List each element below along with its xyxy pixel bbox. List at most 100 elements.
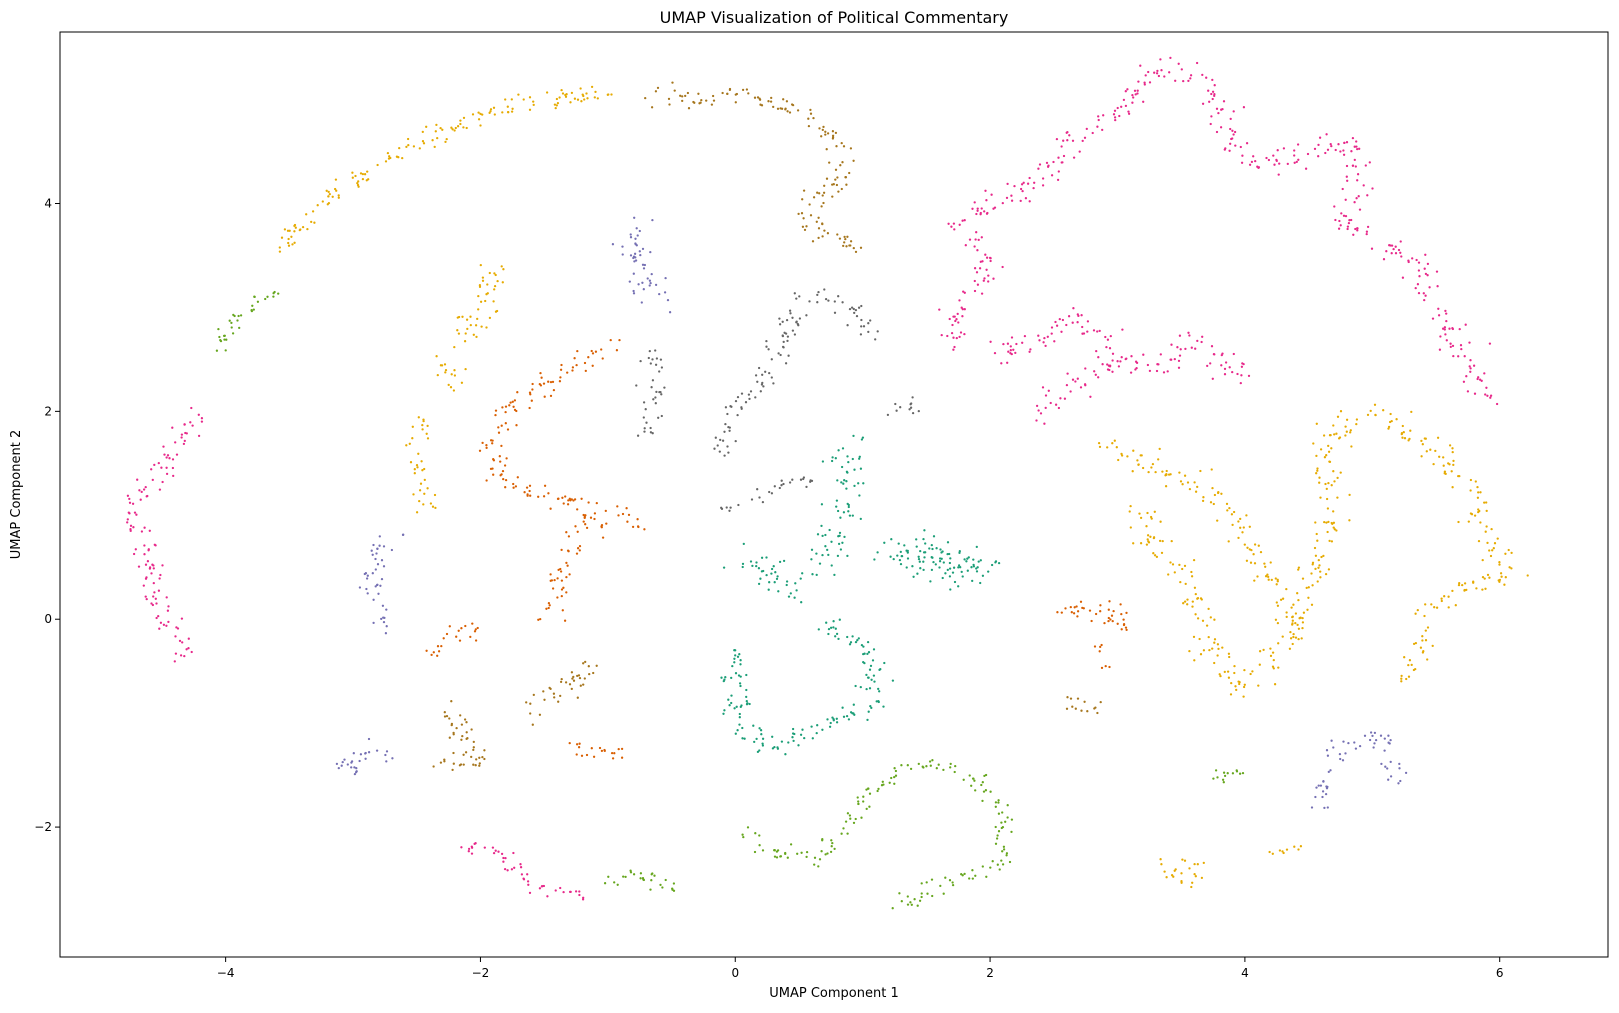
scatter-point <box>1339 410 1343 413</box>
scatter-point <box>1146 511 1149 515</box>
scatter-point <box>1481 588 1484 591</box>
scatter-point <box>1127 112 1131 115</box>
scatter-point <box>1294 612 1298 615</box>
scatter-point <box>1314 795 1317 799</box>
scatter-point <box>514 485 518 488</box>
scatter-point <box>974 874 977 877</box>
scatter-point <box>1179 480 1183 483</box>
scatter-point <box>952 348 955 351</box>
scatter-point <box>726 92 729 96</box>
scatter-point <box>605 522 608 525</box>
scatter-point <box>726 412 729 416</box>
scatter-point <box>1382 258 1386 261</box>
scatter-point <box>1387 427 1390 430</box>
scatter-point <box>737 674 741 677</box>
scatter-point <box>1137 463 1140 466</box>
scatter-point <box>337 196 340 199</box>
scatter-point <box>745 695 748 699</box>
scatter-point <box>831 456 834 459</box>
scatter-point <box>842 482 845 485</box>
scatter-point <box>1473 392 1477 395</box>
scatter-point <box>1269 647 1272 650</box>
scatter-point <box>1242 526 1245 529</box>
scatter-point <box>173 660 176 663</box>
scatter-point <box>474 639 478 642</box>
scatter-point <box>1450 470 1453 473</box>
scatter-point <box>786 856 789 859</box>
scatter-point <box>1275 601 1278 604</box>
scatter-point <box>1142 100 1145 103</box>
scatter-point <box>872 648 876 651</box>
scatter-point <box>1062 154 1066 158</box>
scatter-point <box>228 319 231 322</box>
scatter-point <box>1182 79 1185 83</box>
scatter-point <box>545 607 548 610</box>
scatter-point <box>878 690 881 693</box>
scatter-point <box>822 191 826 194</box>
scatter-point <box>1015 342 1018 346</box>
scatter-point <box>1217 111 1220 115</box>
scatter-point <box>555 104 558 107</box>
scatter-point <box>1242 106 1246 109</box>
scatter-point <box>340 764 343 767</box>
scatter-point <box>556 101 560 105</box>
scatter-point <box>1345 430 1348 433</box>
scatter-point <box>686 91 690 95</box>
scatter-point <box>493 113 496 116</box>
scatter-point <box>1488 576 1491 579</box>
scatter-point <box>741 88 745 92</box>
scatter-point <box>1474 480 1477 483</box>
scatter-point <box>1452 459 1455 463</box>
scatter-point <box>803 228 807 232</box>
scatter-point <box>1210 92 1213 96</box>
scatter-point <box>1183 564 1187 568</box>
scatter-point <box>1354 165 1357 168</box>
scatter-point <box>1263 562 1266 565</box>
scatter-point <box>1002 848 1006 851</box>
scatter-point <box>835 499 839 502</box>
scatter-point <box>1387 734 1390 737</box>
scatter-point <box>288 229 291 232</box>
scatter-point <box>793 292 796 295</box>
scatter-point <box>648 284 651 287</box>
scatter-point <box>1350 150 1353 153</box>
scatter-point <box>1355 422 1358 426</box>
scatter-point <box>847 505 850 509</box>
scatter-point <box>197 413 200 416</box>
scatter-point <box>1007 350 1010 353</box>
scatter-point <box>1094 706 1097 709</box>
scatter-point <box>1049 401 1052 405</box>
scatter-point <box>1229 117 1232 121</box>
scatter-point <box>457 332 461 335</box>
scatter-point <box>654 402 657 405</box>
scatter-point <box>1322 554 1325 558</box>
scatter-point <box>1448 444 1452 447</box>
scatter-point <box>876 789 879 793</box>
scatter-point <box>549 394 553 398</box>
scatter-point <box>872 674 876 677</box>
scatter-point <box>1250 548 1253 552</box>
scatter-point <box>577 674 581 677</box>
scatter-point <box>823 229 826 232</box>
scatter-point <box>834 178 837 181</box>
scatter-point <box>1325 521 1328 524</box>
scatter-point <box>776 747 780 750</box>
scatter-point <box>465 126 468 130</box>
scatter-point <box>1098 650 1101 653</box>
scatter-point <box>786 339 789 343</box>
scatter-point <box>961 219 964 222</box>
scatter-point <box>729 506 732 509</box>
scatter-point <box>577 746 581 749</box>
scatter-point <box>974 789 977 792</box>
scatter-point <box>604 509 607 513</box>
scatter-point <box>889 555 892 558</box>
scatter-point <box>1000 821 1003 824</box>
scatter-point <box>1310 572 1313 575</box>
scatter-point <box>1092 329 1096 332</box>
scatter-point <box>632 292 636 295</box>
scatter-point <box>375 583 379 587</box>
scatter-point <box>526 493 529 496</box>
scatter-point <box>996 863 999 866</box>
scatter-point <box>595 501 598 505</box>
